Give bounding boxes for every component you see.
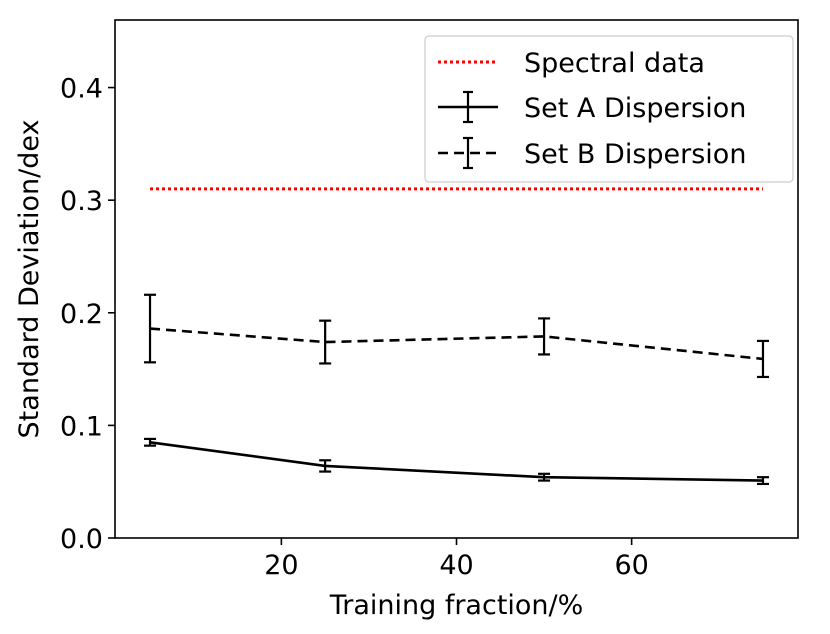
y-tick-label-0.1: 0.1 bbox=[60, 411, 103, 442]
legend-entry-spectral: Spectral data bbox=[438, 48, 705, 79]
errorbar-set-b-dispersion-25 bbox=[319, 319, 332, 365]
legend-label-set-a: Set A Dispersion bbox=[524, 93, 746, 124]
legend-entry-set-b: Set B Dispersion bbox=[438, 136, 746, 170]
errorbar-set-b-dispersion-50 bbox=[538, 317, 551, 356]
errorbar-set-b-dispersion-5 bbox=[144, 293, 157, 364]
series-line-set-a-dispersion bbox=[149, 440, 763, 482]
y-tick-label-0.4: 0.4 bbox=[60, 74, 103, 105]
errorbar-set-a-dispersion-75 bbox=[756, 476, 769, 486]
x-axis-title: Training fraction/% bbox=[329, 590, 584, 621]
errorbar-set-a-dispersion-5 bbox=[144, 437, 157, 447]
series-line-set-b-dispersion bbox=[149, 327, 764, 361]
x-tick-label-40: 40 bbox=[439, 550, 473, 581]
y-tick-label-0.2: 0.2 bbox=[60, 299, 103, 330]
errorbar-set-a-dispersion-25 bbox=[319, 459, 332, 473]
legend: Spectral data Set A Dispersion Set B Dis… bbox=[424, 35, 794, 183]
series-set-b-dispersion bbox=[144, 293, 769, 379]
y-tick-label-0.3: 0.3 bbox=[60, 186, 103, 217]
series-set-a-dispersion bbox=[144, 437, 769, 486]
x-axis: 20 40 60 bbox=[264, 538, 649, 581]
y-axis: 0.0 0.1 0.2 0.3 0.4 bbox=[60, 74, 115, 555]
series-layer bbox=[144, 187, 769, 486]
y-tick-label-0.0: 0.0 bbox=[60, 524, 103, 555]
errorbar-set-b-dispersion-75 bbox=[756, 339, 769, 379]
legend-box bbox=[424, 35, 794, 183]
legend-label-set-b: Set B Dispersion bbox=[524, 139, 746, 170]
x-tick-label-20: 20 bbox=[264, 550, 298, 581]
errorbar-set-a-dispersion-50 bbox=[538, 472, 551, 482]
legend-label-spectral: Spectral data bbox=[524, 48, 705, 79]
legend-entry-set-a: Set A Dispersion bbox=[438, 90, 746, 124]
y-axis-title: Standard Deviation/dex bbox=[14, 120, 45, 439]
x-tick-label-60: 60 bbox=[614, 550, 648, 581]
